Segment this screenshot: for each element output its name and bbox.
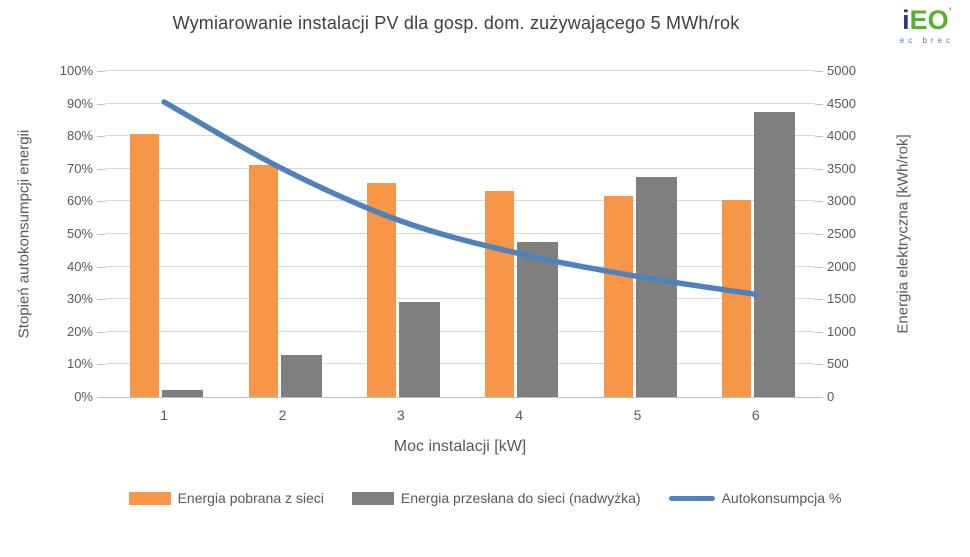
bar-pobrana-cat6 (721, 200, 751, 397)
right-axis-tickmark (815, 364, 823, 366)
left-axis-tick-label: 90% (66, 95, 93, 111)
left-axis-tickmark (97, 201, 105, 203)
legend-item-3: Autokonsumpcja % (668, 490, 842, 506)
bar-pobrana-cat5 (603, 196, 633, 397)
bar-przeslana-cat1 (162, 389, 204, 397)
left-axis-tick-label: 30% (66, 291, 93, 307)
left-axis-tickmark (97, 71, 105, 72)
left-axis-tick-label: 50% (66, 226, 93, 241)
left-axis-tickmark (97, 266, 105, 268)
right-axis-tick-label: 5000 (827, 63, 856, 78)
right-axis-tick-label: 2000 (827, 258, 856, 274)
logo-trademark-icon: ’ (948, 6, 952, 18)
left-axis-tickmark (97, 103, 105, 105)
left-axis-tickmark (97, 364, 105, 366)
bar-przeslana-cat2 (280, 354, 322, 397)
left-axis-tick-label: 60% (66, 193, 93, 209)
x-category-label: 2 (278, 407, 287, 423)
bar-przeslana-cat3 (398, 301, 440, 397)
left-axis-tickmark (97, 234, 105, 235)
right-axis-tickmark (815, 331, 823, 333)
right-axis-tick-label: 4500 (827, 95, 856, 111)
legend-swatch-bar-icon (351, 491, 394, 505)
gridline (105, 233, 815, 234)
left-axis-tick-label: 70% (66, 160, 93, 176)
ieo-logo: iEO’ ec brec (900, 7, 954, 45)
gridline (105, 70, 815, 71)
bar-przeslana-cat6 (753, 112, 795, 397)
right-axis-tick-label: 3000 (827, 193, 856, 209)
left-axis-tickmark (97, 331, 105, 333)
legend-label: Energia przesłana do sieci (nadwyżka) (400, 490, 641, 506)
right-axis-tickmark (815, 71, 823, 72)
left-axis-tickmark (97, 299, 105, 301)
right-axis-tickmark (815, 136, 823, 138)
chart-title: Wymiarowanie instalacji PV dla gosp. dom… (172, 13, 740, 33)
plot-area (105, 70, 815, 398)
left-axis-tick-label: 10% (66, 356, 93, 372)
x-category-label: 6 (751, 407, 760, 423)
right-axis-tickmark (815, 168, 823, 170)
gridline (105, 167, 815, 169)
left-axis-tick-label: 0% (74, 389, 93, 404)
legend-swatch-line-icon (668, 495, 715, 501)
legend-item-2: Energia przesłana do sieci (nadwyżka) (351, 490, 641, 506)
left-axis-tick-label: 80% (66, 128, 93, 144)
bar-pobrana-cat4 (485, 190, 515, 397)
legend: Energia pobrana z sieci Energia przesłana… (0, 490, 970, 506)
right-axis-title: Energia elektryczna [kWh/rok] (894, 134, 912, 334)
autokonsumpcja-line-layer (161, 99, 759, 298)
right-axis-tickmark (815, 234, 823, 235)
legend-label: Autokonsumpcja % (721, 490, 842, 506)
legend-swatch-bar-icon (128, 491, 171, 505)
legend-label: Energia pobrana z sieci (177, 490, 324, 506)
gridline (105, 363, 815, 365)
x-category-label: 5 (633, 407, 642, 423)
x-category-label: 1 (160, 407, 169, 423)
gridline (105, 265, 815, 267)
bar-pobrana-cat1 (130, 134, 160, 397)
right-axis-tick-label: 1500 (827, 291, 856, 307)
right-axis-tick-label: 0 (827, 389, 835, 404)
gridline (105, 102, 815, 104)
right-axis-tick-label: 4000 (827, 128, 856, 144)
bar-przeslana-cat5 (635, 177, 677, 397)
logo-letters-eo: EO (909, 5, 949, 35)
left-axis-tickmark (97, 397, 105, 398)
right-axis-tickmark (815, 299, 823, 301)
left-axis-tickmark (97, 136, 105, 138)
left-axis-tick-label: 20% (66, 323, 93, 339)
x-axis-title: Moc instalacji [kW] (393, 438, 527, 455)
x-axis-line (105, 397, 815, 398)
right-axis-tickmark (815, 103, 823, 105)
gridline (105, 298, 815, 300)
x-category-label: 4 (515, 407, 524, 423)
gridline (105, 135, 815, 137)
right-axis-tick-label: 3500 (827, 160, 856, 176)
right-axis-tick-label: 500 (827, 356, 849, 372)
ieo-logo-wordmark: iEO’ (900, 7, 954, 34)
autokonsumpcja-line (161, 99, 759, 298)
right-axis-tickmark (815, 397, 823, 398)
left-axis-tickmark (97, 168, 105, 170)
gridline (105, 330, 815, 332)
bar-pobrana-cat2 (248, 164, 278, 397)
left-axis-tick-label: 100% (59, 63, 93, 78)
x-category-label: 3 (396, 407, 405, 423)
logo-subtitle: ec brec (899, 36, 954, 45)
logo-letter-i: i (902, 5, 910, 35)
right-axis-tick-label: 1000 (827, 323, 856, 339)
left-axis-tick-label: 40% (66, 258, 93, 274)
right-axis-tick-label: 2500 (827, 226, 856, 241)
right-axis-tickmark (815, 201, 823, 203)
bar-przeslana-cat4 (517, 241, 559, 397)
gridline (105, 200, 815, 202)
right-axis-tickmark (815, 266, 823, 268)
legend-item-1: Energia pobrana z sieci (128, 490, 324, 506)
